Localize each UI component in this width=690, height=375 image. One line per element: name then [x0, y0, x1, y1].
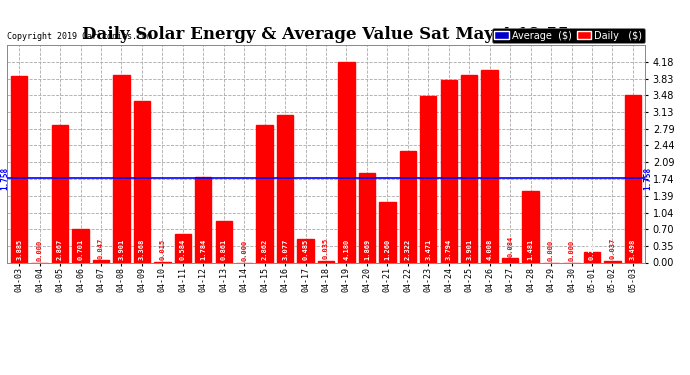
Text: 3.901: 3.901: [119, 239, 124, 260]
Text: 3.077: 3.077: [282, 239, 288, 260]
Bar: [400, 151, 416, 262]
Bar: [441, 80, 457, 262]
Bar: [461, 75, 477, 262]
Text: 0.584: 0.584: [180, 239, 186, 260]
Text: 0.701: 0.701: [77, 239, 83, 260]
Text: 2.867: 2.867: [57, 239, 63, 260]
Text: 2.322: 2.322: [405, 239, 411, 260]
Bar: [134, 101, 150, 262]
Bar: [277, 115, 293, 262]
Bar: [72, 229, 89, 262]
Bar: [604, 261, 620, 262]
Bar: [624, 94, 641, 262]
Title: Daily Solar Energy & Average Value Sat May 4 19:55: Daily Solar Energy & Average Value Sat M…: [83, 27, 569, 44]
Text: 1.260: 1.260: [384, 239, 391, 260]
Text: 1.869: 1.869: [364, 239, 370, 260]
Text: 0.000: 0.000: [241, 240, 247, 261]
Text: 1.758: 1.758: [0, 166, 9, 190]
Text: 0.861: 0.861: [221, 239, 227, 260]
Bar: [338, 62, 355, 262]
Text: 1.784: 1.784: [200, 239, 206, 260]
Bar: [11, 76, 28, 262]
Bar: [215, 221, 232, 262]
Text: 0.084: 0.084: [507, 236, 513, 257]
Bar: [113, 75, 130, 262]
Bar: [502, 258, 518, 262]
Bar: [318, 261, 334, 262]
Text: 3.368: 3.368: [139, 239, 145, 260]
Text: 0.035: 0.035: [323, 238, 329, 260]
Text: 3.794: 3.794: [446, 239, 452, 260]
Text: 3.471: 3.471: [425, 239, 431, 260]
Text: 2.862: 2.862: [262, 239, 268, 260]
Text: 1.758: 1.758: [643, 166, 652, 190]
Text: Copyright 2019 Cartronics.com: Copyright 2019 Cartronics.com: [7, 32, 152, 40]
Bar: [52, 125, 68, 262]
Bar: [93, 260, 109, 262]
Text: 0.000: 0.000: [37, 240, 43, 261]
Bar: [584, 252, 600, 262]
Text: 0.047: 0.047: [98, 237, 104, 259]
Bar: [257, 125, 273, 262]
Text: 3.885: 3.885: [16, 239, 22, 260]
Bar: [175, 234, 191, 262]
Bar: [420, 96, 437, 262]
Legend: Average  ($), Daily   ($): Average ($), Daily ($): [491, 28, 645, 44]
Bar: [380, 202, 395, 262]
Text: 4.180: 4.180: [344, 239, 349, 260]
Bar: [482, 70, 498, 262]
Bar: [522, 191, 539, 262]
Text: 0.000: 0.000: [548, 240, 554, 261]
Bar: [195, 177, 211, 262]
Text: 3.901: 3.901: [466, 239, 472, 260]
Text: 4.008: 4.008: [486, 239, 493, 260]
Text: 1.481: 1.481: [528, 239, 533, 260]
Text: 0.037: 0.037: [609, 238, 615, 259]
Text: 0.000: 0.000: [569, 240, 575, 261]
Text: 0.223: 0.223: [589, 239, 595, 260]
Bar: [297, 239, 314, 262]
Bar: [359, 173, 375, 262]
Text: 0.485: 0.485: [303, 239, 308, 260]
Text: 3.498: 3.498: [630, 239, 636, 260]
Text: 0.015: 0.015: [159, 239, 166, 260]
